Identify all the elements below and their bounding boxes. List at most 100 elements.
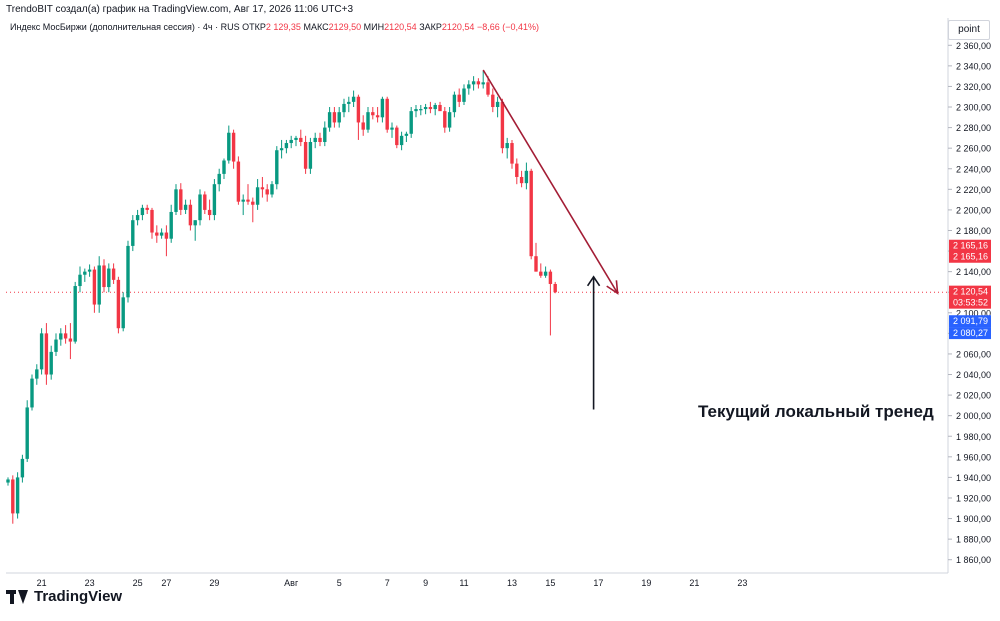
candle-body [164, 232, 169, 239]
price-label-text: 2 080,27 [953, 328, 988, 338]
candle-body [548, 271, 553, 284]
x-tick-label: 15 [545, 578, 555, 588]
candle-body [467, 84, 471, 89]
candle-body [399, 135, 404, 146]
candle-body [303, 142, 308, 169]
y-tick-label: 1 920,00 [956, 493, 991, 503]
candle-body [198, 194, 202, 221]
x-tick-label: 19 [641, 578, 651, 588]
y-tick-label: 2 040,00 [956, 370, 991, 380]
candle-body [15, 477, 20, 514]
candle-body [107, 268, 111, 288]
open-label: ОТКР [242, 22, 266, 32]
candle-body [126, 245, 130, 298]
y-tick-label: 2 320,00 [956, 82, 991, 92]
candle-body [505, 143, 509, 149]
scale-mode-button[interactable]: point [948, 20, 990, 40]
tradingview-logo-icon [6, 589, 28, 604]
downtrend-arrowhead [606, 280, 619, 295]
candle-body [111, 268, 116, 280]
candle-body [68, 338, 73, 342]
candle-body [457, 94, 461, 102]
candle-body [419, 109, 423, 111]
ohlc-legend: Индекс МосБиржи (дополнительная сессия) … [10, 22, 539, 32]
price-label-text: 2 120,54 [953, 287, 988, 297]
candle-body [150, 209, 154, 233]
candle-body [159, 232, 164, 236]
x-tick-label: 11 [459, 578, 468, 588]
y-tick-label: 2 060,00 [956, 349, 991, 359]
candle-body [423, 107, 428, 110]
candle-body [44, 333, 49, 375]
candle-body [102, 265, 106, 288]
price-label-box [949, 285, 991, 309]
x-tick-label: 5 [337, 578, 342, 588]
x-tick-label: 9 [423, 578, 428, 588]
candle-body [92, 269, 97, 305]
y-tick-label: 2 300,00 [956, 103, 991, 113]
candle-body [35, 369, 39, 379]
x-tick-label: 27 [161, 578, 171, 588]
candle-body [179, 189, 183, 210]
candle-body [347, 101, 351, 104]
candle-body [284, 143, 289, 149]
candle-body [279, 148, 284, 151]
candle-body [510, 143, 514, 164]
candle-body [155, 232, 159, 236]
y-tick-label: 2 200,00 [956, 205, 991, 215]
candle-body [447, 112, 452, 128]
candle-body [25, 407, 29, 459]
x-tick-label: 13 [507, 578, 517, 588]
x-tick-label: 7 [385, 578, 390, 588]
candle-body [49, 351, 53, 375]
candle-body [409, 111, 413, 134]
price-label-box [949, 239, 991, 252]
price-label-box [949, 250, 991, 263]
candle-body [207, 209, 212, 216]
candle-body [73, 286, 77, 342]
instrument-name: Индекс МосБиржи (дополнительная сессия) … [10, 22, 240, 32]
price-label-text: 2 165,16 [953, 241, 988, 251]
candle-body [140, 207, 145, 216]
candle-body [131, 220, 135, 246]
x-tick-label: 29 [209, 578, 219, 588]
y-tick-label: 1 880,00 [956, 535, 991, 545]
candle-body [443, 111, 447, 128]
candle-body [380, 98, 385, 118]
tradingview-logo-text: TradingView [34, 588, 123, 605]
tradingview-logo[interactable]: TradingView [6, 588, 122, 605]
y-tick-label: 2 340,00 [956, 61, 991, 71]
candle-body [212, 184, 217, 216]
candle-body [121, 297, 125, 329]
price-label-box [949, 315, 991, 328]
candle-body [11, 479, 15, 514]
candle-layer [6, 71, 557, 524]
candle-body [366, 112, 370, 130]
y-tick-label: 1 900,00 [956, 514, 991, 524]
candle-body [529, 170, 533, 257]
candle-body [83, 271, 87, 275]
candle-body [59, 333, 63, 340]
candle-body [174, 189, 178, 212]
candle-body [438, 104, 442, 112]
candle-body [361, 122, 365, 130]
candle-body [342, 103, 346, 113]
close-label: ЗАКР [419, 22, 442, 32]
candle-body [539, 271, 543, 276]
candle-body [428, 107, 433, 110]
low-label: МИН [363, 22, 385, 32]
x-tick-label: 21 [689, 578, 699, 588]
change-value: −8,66 (−0,41%) [476, 22, 539, 32]
candle-body [270, 184, 274, 195]
candle-body [227, 132, 231, 161]
y-tick-label: 2 240,00 [956, 164, 991, 174]
candle-body [323, 127, 327, 142]
candle-body [251, 201, 255, 205]
x-tick-label: 23 [737, 578, 747, 588]
candle-body [414, 109, 418, 112]
candle-body [515, 163, 519, 177]
candle-body [356, 96, 361, 123]
